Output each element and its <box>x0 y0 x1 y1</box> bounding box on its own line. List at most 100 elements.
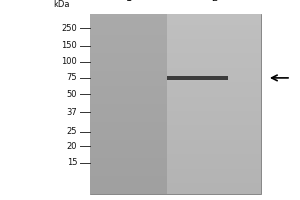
Bar <box>90 100 261 104</box>
Bar <box>167 14 261 18</box>
Bar <box>167 39 261 43</box>
Bar <box>167 93 261 97</box>
Bar <box>167 79 261 83</box>
Bar <box>90 43 166 47</box>
Bar <box>167 140 261 144</box>
Bar <box>90 82 166 86</box>
Bar <box>167 57 261 61</box>
Bar <box>90 57 166 61</box>
Bar <box>90 129 166 133</box>
Bar <box>90 111 166 115</box>
Bar <box>167 151 261 155</box>
Bar <box>90 179 261 183</box>
Text: 1: 1 <box>126 0 132 3</box>
Bar <box>167 136 261 140</box>
Bar <box>90 143 166 147</box>
Bar <box>90 176 166 180</box>
Bar <box>90 118 261 122</box>
Bar <box>90 118 166 122</box>
Bar <box>90 154 261 158</box>
Bar <box>90 122 261 126</box>
Text: 37: 37 <box>66 108 77 117</box>
Bar <box>167 46 261 50</box>
Bar <box>90 104 166 108</box>
Bar <box>90 140 261 144</box>
Text: 50: 50 <box>67 90 77 99</box>
Bar <box>90 187 261 191</box>
Bar <box>167 50 261 54</box>
Bar <box>90 140 166 144</box>
Bar <box>90 190 261 194</box>
Bar <box>90 14 166 18</box>
Bar <box>90 115 261 119</box>
Bar <box>90 107 261 111</box>
Bar <box>90 61 261 65</box>
Bar <box>90 172 261 176</box>
Text: 20: 20 <box>67 142 77 151</box>
Bar <box>167 122 261 126</box>
Bar <box>90 133 261 137</box>
Bar <box>167 100 261 104</box>
Bar <box>90 68 261 72</box>
Text: 2: 2 <box>212 0 218 3</box>
Bar <box>90 147 261 151</box>
Bar <box>90 115 166 119</box>
Bar <box>167 190 261 194</box>
Bar <box>90 161 261 165</box>
Bar <box>167 125 261 129</box>
Bar <box>90 111 261 115</box>
Bar <box>167 179 261 183</box>
Bar <box>90 151 166 155</box>
Bar <box>90 64 261 68</box>
Text: 15: 15 <box>67 158 77 167</box>
Bar <box>167 17 261 21</box>
Text: 75: 75 <box>67 73 77 82</box>
Bar <box>90 158 166 162</box>
Bar <box>90 21 166 25</box>
Bar <box>90 165 261 169</box>
Bar <box>167 111 261 115</box>
Bar <box>90 43 261 47</box>
Bar <box>90 50 261 54</box>
Bar <box>90 147 166 151</box>
Bar <box>167 115 261 119</box>
Bar <box>167 107 261 111</box>
Bar <box>90 179 166 183</box>
Bar <box>90 21 261 25</box>
Bar <box>167 133 261 137</box>
Bar <box>167 35 261 39</box>
Bar <box>167 169 261 173</box>
Bar <box>90 187 166 191</box>
Bar <box>167 183 261 187</box>
Bar <box>90 169 261 173</box>
Bar <box>167 68 261 72</box>
Bar <box>90 28 166 32</box>
Bar <box>90 183 166 187</box>
Bar <box>167 64 261 68</box>
Bar <box>90 61 166 65</box>
Bar <box>90 35 261 39</box>
Bar <box>90 136 261 140</box>
Bar <box>167 172 261 176</box>
Bar <box>90 35 166 39</box>
Bar <box>90 32 166 36</box>
Bar <box>90 183 261 187</box>
Bar <box>90 28 261 32</box>
Bar <box>167 97 261 101</box>
Bar <box>90 165 166 169</box>
Bar <box>167 75 261 79</box>
Bar <box>167 165 261 169</box>
Bar <box>90 169 166 173</box>
Bar <box>167 158 261 162</box>
Bar <box>90 125 166 129</box>
Bar <box>167 28 261 32</box>
Bar <box>90 57 261 61</box>
Bar <box>90 82 261 86</box>
Bar <box>90 86 261 90</box>
Bar <box>90 129 261 133</box>
Bar <box>167 154 261 158</box>
Bar <box>90 122 166 126</box>
Bar <box>90 79 166 83</box>
Bar <box>90 25 261 29</box>
Bar <box>90 89 261 93</box>
